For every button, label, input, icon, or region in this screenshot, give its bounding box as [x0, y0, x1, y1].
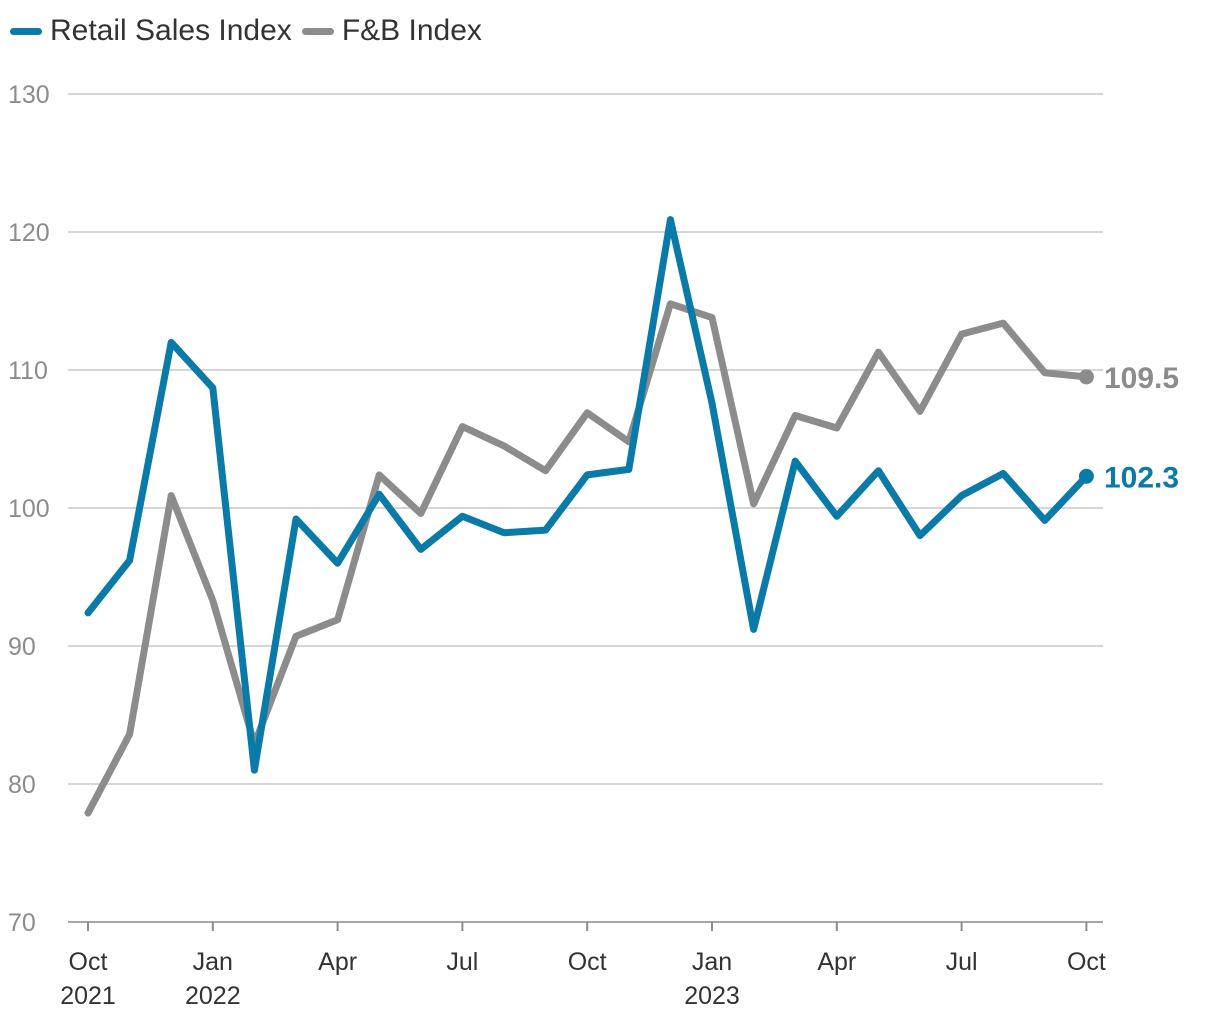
legend-swatch-fb — [301, 27, 334, 35]
x-tick-label-0: Oct — [69, 948, 108, 976]
x-tick-label-21: Jul — [946, 948, 978, 976]
legend: Retail Sales Index F&B Index — [10, 14, 492, 48]
legend-item-retail: Retail Sales Index — [10, 14, 292, 48]
y-tick-label-120: 120 — [8, 219, 50, 247]
x-tick-label-3: Jan — [193, 948, 233, 976]
x-tick-label-15: Jan — [692, 948, 732, 976]
series-line-fb — [84, 300, 1090, 817]
x-tick-label-9: Jul — [446, 948, 478, 976]
x-tick-label-18: Apr — [817, 948, 856, 976]
end-marker-retail — [1078, 468, 1094, 484]
legend-item-fb: F&B Index — [301, 14, 482, 48]
y-tick-label-130: 130 — [8, 81, 50, 109]
end-label-fb: 109.5 — [1104, 362, 1179, 395]
end-label-retail: 102.3 — [1104, 461, 1179, 494]
y-tick-label-110: 110 — [8, 357, 48, 385]
legend-label-retail: Retail Sales Index — [50, 14, 292, 47]
y-tick-label-80: 80 — [8, 771, 36, 799]
x-tick-year-3: 2022 — [185, 982, 241, 1010]
legend-swatch-retail — [10, 27, 42, 35]
x-tick-year-0: 2021 — [60, 982, 116, 1010]
y-tick-label-70: 70 — [8, 909, 36, 937]
y-tick-label-100: 100 — [8, 495, 50, 523]
x-tick-year-15: 2023 — [684, 982, 740, 1010]
x-tick-label-12: Oct — [568, 948, 607, 976]
legend-label-fb: F&B Index — [341, 14, 482, 47]
series-line-retail — [84, 216, 1090, 774]
end-marker-fb — [1078, 369, 1094, 385]
x-tick-label-6: Apr — [318, 948, 357, 976]
y-tick-label-90: 90 — [8, 633, 36, 661]
x-tick-label-24: Oct — [1067, 948, 1106, 976]
